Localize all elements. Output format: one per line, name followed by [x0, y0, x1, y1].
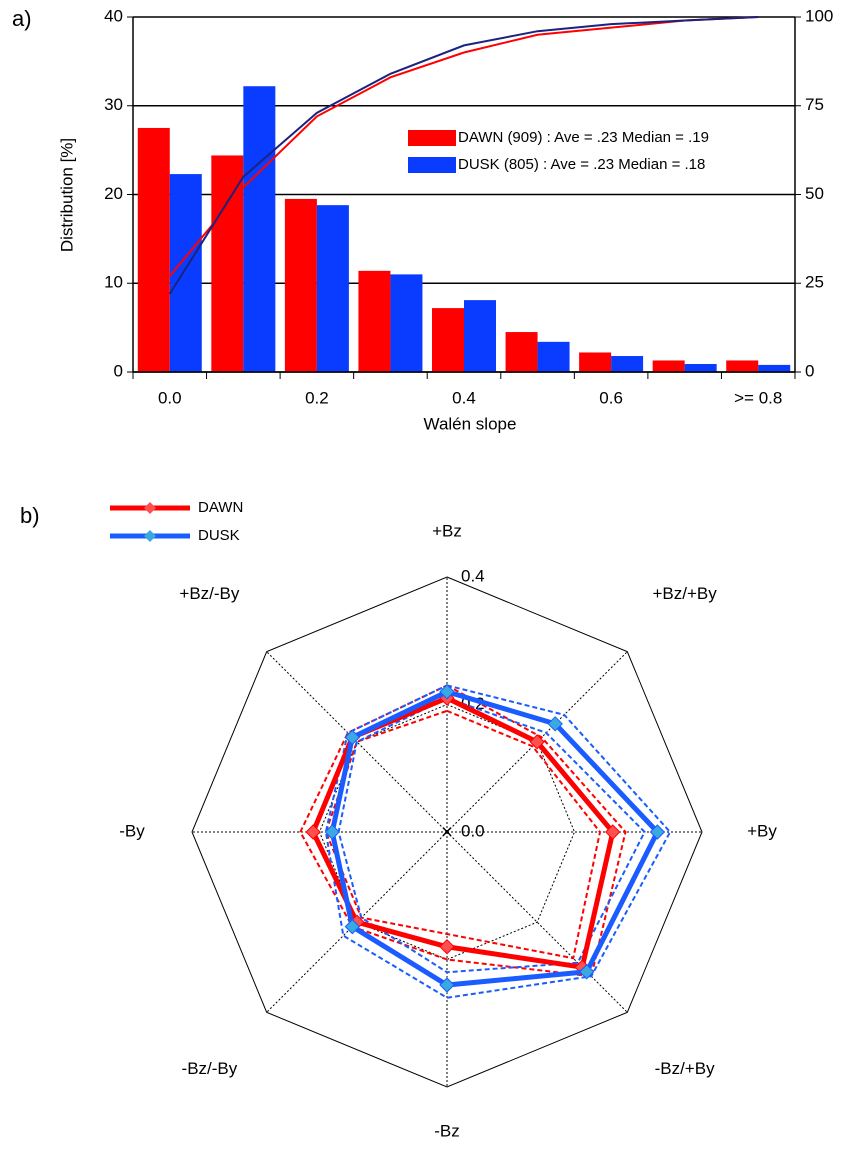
y-axis-label: Distribution [%]: [57, 138, 76, 252]
bar: [316, 205, 349, 372]
legend-swatch: [408, 157, 456, 173]
center-mark: ×: [441, 821, 453, 843]
marker: [344, 918, 361, 935]
marker: [529, 734, 545, 750]
spoke: [446, 831, 628, 1013]
marker: [305, 824, 321, 840]
y-tick-label: 0: [114, 361, 123, 380]
y-tick-label: 40: [104, 6, 123, 25]
bar: [579, 352, 612, 372]
panel-label: a): [12, 6, 32, 31]
bar: [390, 274, 423, 372]
error-bound: [299, 684, 627, 978]
legend-marker: [144, 502, 156, 514]
bar: [169, 174, 202, 372]
bar: [684, 364, 717, 372]
marker: [344, 729, 361, 746]
bar: [758, 364, 791, 372]
y-tick-label: 30: [104, 95, 123, 114]
y2-tick-label: 75: [805, 95, 824, 114]
x-tick-label: 0.6: [599, 388, 623, 407]
legend-label: DAWN (909) : Ave = .23 Median = .19: [458, 129, 709, 146]
r-tick-label: 0.4: [461, 566, 485, 585]
axis-label: -Bz: [434, 1121, 460, 1140]
bar: [137, 127, 170, 372]
x-tick-label: 0.2: [305, 388, 329, 407]
cumulative-line: [169, 16, 759, 277]
y2-tick-label: 100: [805, 6, 833, 25]
marker: [547, 716, 563, 732]
series-line: [329, 689, 661, 988]
x-tick-label: >= 0.8: [734, 388, 782, 407]
marker: [649, 824, 666, 840]
marker: [324, 824, 340, 840]
legend-label: DUSK: [198, 527, 240, 544]
bar: [464, 300, 496, 372]
bar: [652, 360, 685, 372]
spoke: [446, 651, 628, 833]
bar: [284, 198, 317, 372]
bar: [726, 360, 759, 372]
axis-label: +By: [747, 821, 777, 840]
legend-label: DUSK (805) : Ave = .23 Median = .18: [458, 156, 705, 173]
axis-label: -Bz/-By: [182, 1059, 238, 1078]
y-tick-label: 20: [104, 184, 123, 203]
legend-swatch: [408, 130, 456, 146]
bar: [358, 270, 391, 372]
bar: [243, 86, 276, 372]
r-tick-label: 0.0: [461, 821, 485, 840]
spoke: [266, 651, 448, 833]
x-tick-label: 0.0: [158, 388, 182, 407]
marker: [439, 684, 455, 700]
y2-tick-label: 0: [805, 361, 814, 380]
bar: [211, 155, 244, 372]
bar: [505, 332, 538, 372]
axis-label: -By: [119, 821, 145, 840]
bar: [537, 341, 570, 372]
spoke: [266, 831, 448, 1013]
error-bound: [337, 697, 646, 974]
marker: [579, 964, 595, 980]
marker: [605, 824, 621, 840]
axis-label: +Bz: [432, 521, 462, 540]
marker: [439, 977, 455, 993]
x-axis-label: Walén slope: [424, 414, 517, 433]
axis-label: -Bz/+By: [655, 1059, 715, 1078]
marker: [439, 939, 455, 955]
y2-tick-label: 50: [805, 184, 824, 203]
legend-marker: [144, 530, 156, 542]
panel-label: b): [20, 503, 40, 528]
axis-label: +Bz/+By: [652, 584, 717, 603]
x-tick-label: 0.4: [452, 388, 476, 407]
axis-label: +Bz/-By: [179, 584, 239, 603]
cumulative-line: [168, 16, 759, 295]
error-bound: [324, 709, 602, 960]
y2-tick-label: 25: [805, 273, 824, 292]
y-tick-label: 10: [104, 273, 123, 292]
legend-label: DAWN: [198, 499, 243, 516]
grid-ring: [191, 576, 703, 1088]
bar: [432, 308, 464, 372]
bar: [611, 356, 644, 372]
